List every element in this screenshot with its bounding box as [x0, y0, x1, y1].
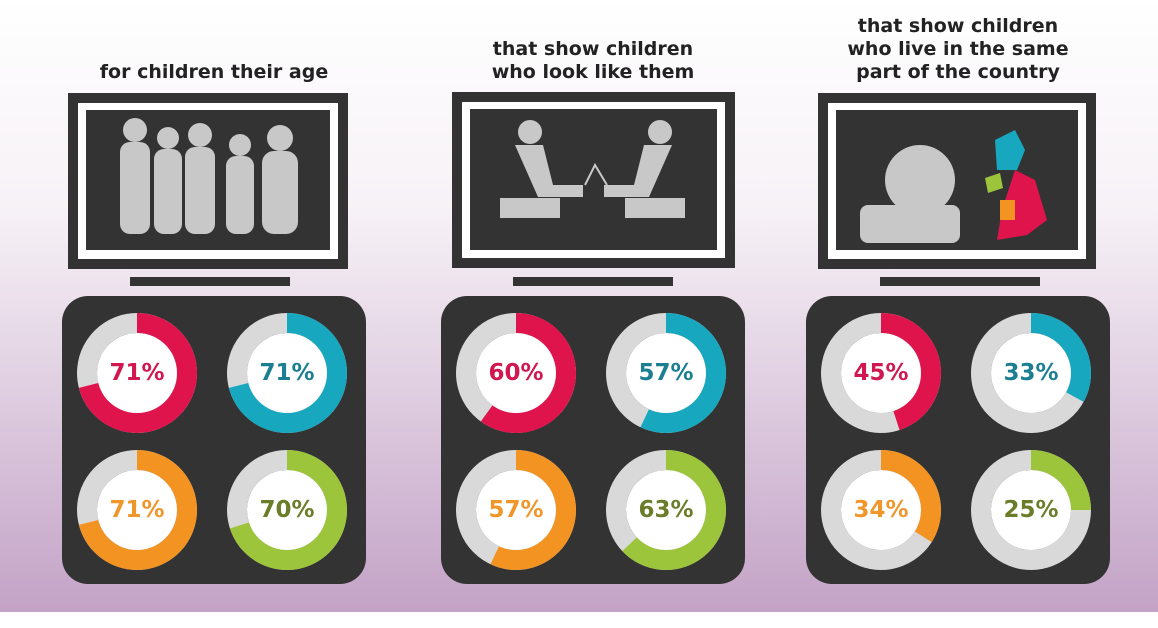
donut-label: 57%	[638, 360, 693, 386]
donut-arc	[880, 450, 941, 543]
donut-label: 57%	[488, 497, 543, 523]
donut-hole	[247, 470, 327, 550]
donut-label: 25%	[1003, 497, 1058, 523]
donut-arc	[78, 313, 197, 433]
panel-title: for children their age	[100, 61, 328, 83]
donut-label: 63%	[638, 497, 693, 523]
donut-hole	[97, 333, 177, 413]
donut-arc	[1030, 313, 1091, 402]
donut-label: 71%	[109, 360, 164, 386]
donut-label: 71%	[109, 497, 164, 523]
donut-arc	[622, 450, 726, 570]
donut-label: 33%	[1003, 360, 1058, 386]
donut-hole	[991, 333, 1071, 413]
tv-2	[452, 92, 735, 286]
donut-hole	[841, 470, 921, 550]
donut-arc	[1030, 450, 1091, 511]
donut-label: 45%	[853, 360, 908, 386]
donut-arc	[78, 450, 197, 570]
donut-hole	[841, 333, 921, 413]
donut-label: 70%	[259, 497, 314, 523]
donut-arc	[228, 313, 347, 433]
donut-hole	[476, 470, 556, 550]
donut-arc	[640, 313, 726, 433]
donut-arc	[880, 313, 941, 431]
panel-title: that show children who live in the same pa…	[847, 15, 1068, 83]
donut-arc	[229, 450, 347, 570]
tv-1	[68, 93, 348, 286]
donut-hole	[626, 333, 706, 413]
donut-label: 71%	[259, 360, 314, 386]
panel-title: that show children who look like them	[492, 38, 695, 83]
donut-arc	[490, 450, 576, 570]
donut-label: 60%	[488, 360, 543, 386]
donut-arc	[480, 313, 576, 433]
charts: for children their age 71% 71% 71% 70% that s…	[77, 15, 1091, 570]
donut-hole	[247, 333, 327, 413]
donut-hole	[476, 333, 556, 413]
donut-hole	[626, 470, 706, 550]
tv-3	[818, 93, 1096, 286]
donut-hole	[97, 470, 177, 550]
donut-label: 34%	[853, 497, 908, 523]
donut-hole	[991, 470, 1071, 550]
